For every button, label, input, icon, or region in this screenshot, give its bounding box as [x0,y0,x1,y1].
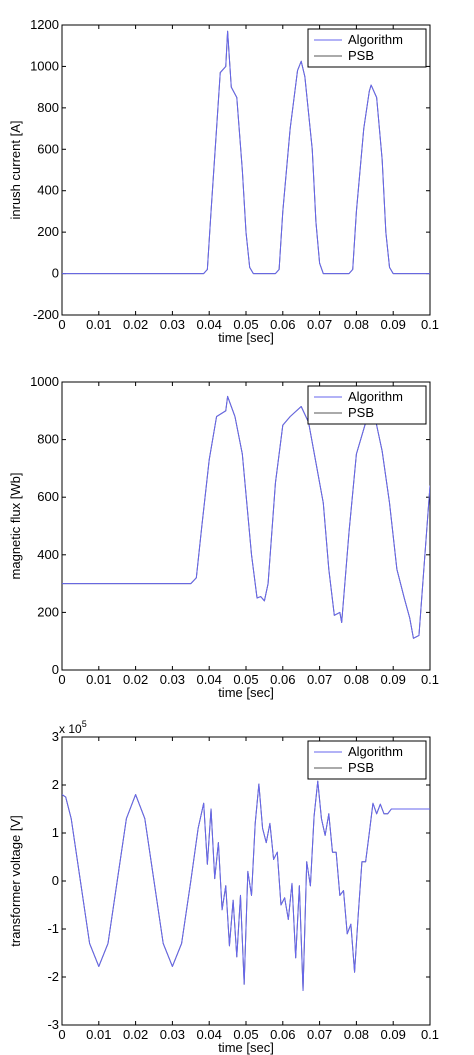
x-tick-label: 0.07 [307,672,332,687]
legend-entry-psb: PSB [348,405,374,420]
legend-entry-psb: PSB [348,760,374,775]
x-tick-label: 0.03 [160,672,185,687]
chart-1: 0 0.01 0.02 0.03 0.04 0.05 0.06 0.07 0.08 0.09 0.1… [8,17,439,345]
x-axis-label: time [sec] [218,685,274,700]
x-tick-label: 0.04 [197,1027,222,1042]
y-tick-label: 3 [52,729,59,744]
y-tick-label: 600 [37,141,59,156]
x-tick-label: 0.01 [86,317,111,332]
series-line-algorithm [62,395,430,639]
x-tick-label: 0 [58,317,65,332]
x-tick-label: 0.01 [86,1027,111,1042]
x-tick-label: 0.03 [160,1027,185,1042]
x-tick-label: 0.09 [381,317,406,332]
y-tick-label: 2 [52,777,59,792]
x-tick-label: 0.02 [123,317,148,332]
y-tick-label: 0 [52,266,59,281]
y-tick-label: 200 [37,224,59,239]
x-tick-label: 0.06 [270,672,295,687]
legend-box [307,740,427,780]
x-tick-label: 0.02 [123,672,148,687]
legend-entry-algorithm: Algorithm [348,389,403,404]
x-tick-label: 0.05 [233,672,258,687]
x-tick-label: 0.1 [421,672,439,687]
x-tick-label: 0.07 [307,317,332,332]
y-tick-label: -200 [33,307,59,322]
x-tick-label: 0.1 [421,317,439,332]
y-tick-label: 800 [37,432,59,447]
y-axis-label: transformer voltage [V] [8,815,23,947]
x-tick-label: 0.09 [381,1027,406,1042]
y-tick-label: 600 [37,489,59,504]
series-line-algorithm [62,30,430,275]
y-axis-label: inrush current [A] [8,121,23,220]
x-tick-label: 0.01 [86,672,111,687]
y-axis-label: magnetic flux [Wb] [8,473,23,580]
x-tick-label: 0.04 [197,317,222,332]
legend-entry-algorithm: Algorithm [348,32,403,47]
chart-2: 0 0.01 0.02 0.03 0.04 0.05 0.06 0.07 0.08 0.09 0.1… [8,374,439,700]
y-tick-label: 400 [37,547,59,562]
y-tick-label: 200 [37,604,59,619]
series-line-algorithm [62,780,430,991]
legend-entry-psb: PSB [348,48,374,63]
x-tick-label: 0.05 [233,1027,258,1042]
y-tick-label: -2 [47,969,59,984]
x-tick-label: 0.08 [344,1027,369,1042]
x-axis-label: time [sec] [218,1040,274,1055]
x-tick-label: 0.03 [160,317,185,332]
x-tick-label: 0.08 [344,672,369,687]
y-tick-label: 400 [37,183,59,198]
x-tick-label: 0 [58,672,65,687]
y-exponent-label: x 105 [59,719,87,736]
y-tick-label: 0 [52,873,59,888]
y-tick-label: 800 [37,100,59,115]
y-tick-label: -3 [47,1017,59,1032]
x-tick-label: 0.06 [270,1027,295,1042]
x-tick-label: 0.05 [233,317,258,332]
y-tick-label: 1000 [30,374,59,389]
y-tick-label: 1000 [30,58,59,73]
legend-entry-algorithm: Algorithm [348,744,403,759]
y-tick-label: -1 [47,921,59,936]
x-tick-label: 0.02 [123,1027,148,1042]
y-tick-label: 1200 [30,17,59,32]
x-tick-label: 0 [58,1027,65,1042]
y-tick-label: 0 [52,662,59,677]
x-tick-label: 0.08 [344,317,369,332]
legend-box [307,28,427,68]
x-tick-label: 0.04 [197,672,222,687]
chart-3: 0 0.01 0.02 0.03 0.04 0.05 0.06 0.07 0.08 0.09 0.1… [8,719,439,1055]
x-tick-label: 0.07 [307,1027,332,1042]
x-axis-label: time [sec] [218,330,274,345]
plot-area [61,24,431,316]
plot-area [61,736,431,1026]
y-tick-label: 1 [52,825,59,840]
plot-area [61,381,431,671]
legend-box [307,385,427,425]
x-tick-label: 0.09 [381,672,406,687]
x-tick-label: 0.1 [421,1027,439,1042]
x-tick-label: 0.06 [270,317,295,332]
